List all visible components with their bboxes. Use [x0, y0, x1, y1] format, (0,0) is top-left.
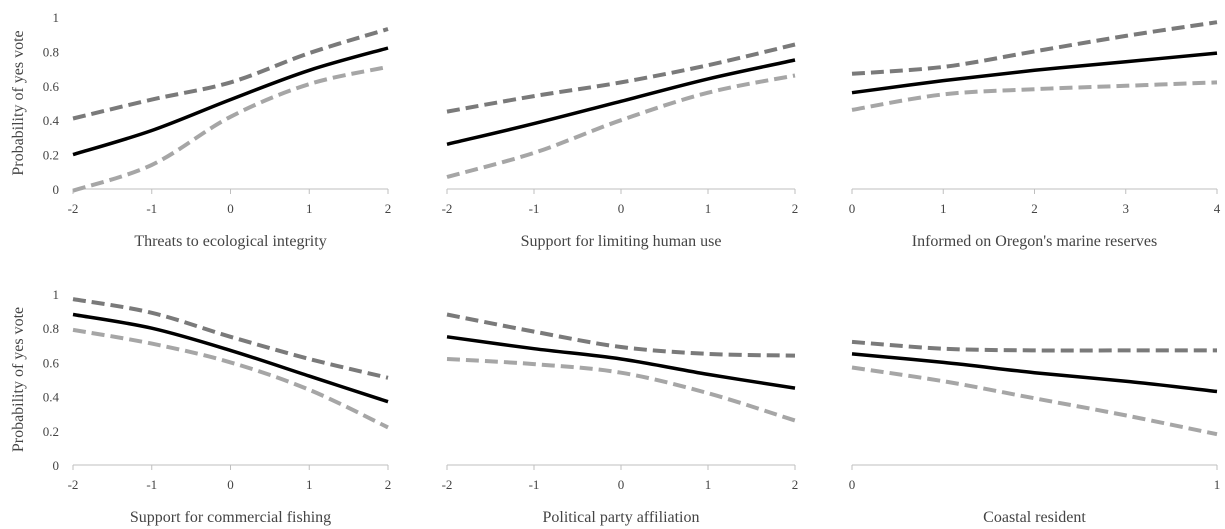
y-tick-label: 0.6 — [43, 355, 60, 370]
series-line-estimate — [851, 51, 1218, 95]
series-line-estimate — [851, 352, 1218, 394]
x-tick-label: -1 — [146, 201, 157, 216]
y-tick-label: 1 — [53, 10, 60, 25]
x-tick-label: 2 — [792, 477, 799, 492]
x-tick-label: 0 — [227, 201, 234, 216]
y-tick-label: 0 — [53, 458, 60, 473]
x-axis-title: Coastal resident — [983, 509, 1086, 526]
x-tick-label: 1 — [306, 201, 313, 216]
chart-panel-6: 0 1 Coastal resident — [849, 339, 1221, 526]
y-axis-title: Probability of yes vote — [10, 30, 27, 175]
series-line-upper — [446, 312, 796, 358]
x-axis-title: Threats to ecological integrity — [134, 233, 326, 250]
y-axis-title: Probability of yes vote — [10, 307, 27, 452]
series-line-estimate — [72, 46, 389, 157]
series-line-lower — [72, 64, 389, 193]
series-line-estimate — [446, 335, 796, 390]
x-tick-label: 2 — [385, 477, 392, 492]
chart-panel-2: -2 -1 0 1 2 Support for limiting human use — [442, 42, 799, 250]
x-tick-label: 3 — [1123, 201, 1130, 216]
y-tick-label: 0.4 — [43, 390, 60, 405]
series-line-upper — [72, 297, 389, 380]
series-line-upper — [851, 20, 1218, 76]
y-tick-label: 1 — [53, 287, 60, 302]
x-tick-label: 1 — [306, 477, 313, 492]
x-tick-label: 0 — [618, 201, 625, 216]
series-line-upper — [851, 339, 1217, 353]
series-line-estimate — [446, 58, 796, 147]
y-tick-label: 0.6 — [43, 79, 60, 94]
y-tick-label: 0.8 — [43, 321, 59, 336]
series-line-estimate — [72, 312, 389, 404]
x-tick-label: -2 — [442, 201, 453, 216]
x-tick-label: 2 — [1031, 201, 1038, 216]
x-tick-label: -2 — [68, 477, 79, 492]
y-tick-label: 0.2 — [43, 424, 59, 439]
y-tick-label: 0.4 — [43, 113, 60, 128]
y-tick-label: 0.2 — [43, 148, 59, 163]
x-tick-label: 2 — [792, 201, 799, 216]
x-tick-label: 0 — [618, 477, 625, 492]
chart-panel-3: 0 1 2 3 4 Informed on Oregon's marine reserve… — [849, 20, 1221, 250]
x-tick-label: 1 — [705, 201, 712, 216]
series-line-lower — [446, 73, 796, 179]
x-tick-label: 1 — [705, 477, 712, 492]
series-line-lower — [851, 365, 1218, 437]
x-tick-label: 1 — [1214, 477, 1221, 492]
chart-panel-4: -2 -1 0 1 2 0 0.2 0.4 0.6 0.8 1 Support for commerc… — [10, 287, 391, 526]
chart-panel-5: -2 -1 0 1 2 Political party affiliation — [442, 312, 799, 526]
series-line-lower — [446, 357, 796, 423]
x-tick-label: 0 — [849, 201, 856, 216]
series-line-lower — [72, 327, 389, 430]
x-axis-title: Informed on Oregon's marine reserves — [912, 233, 1157, 250]
x-tick-label: -1 — [529, 477, 540, 492]
x-tick-label: 0 — [227, 477, 234, 492]
series-line-upper — [446, 42, 796, 114]
x-tick-label: -1 — [529, 201, 540, 216]
x-tick-label: 2 — [385, 201, 392, 216]
series-line-upper — [72, 27, 389, 121]
x-tick-label: 0 — [849, 477, 856, 492]
x-tick-label: 4 — [1214, 201, 1221, 216]
x-axis-title: Support for limiting human use — [521, 233, 722, 250]
series-line-lower — [851, 80, 1218, 112]
x-tick-label: -2 — [68, 201, 79, 216]
x-tick-label: 1 — [940, 201, 947, 216]
x-tick-label: -2 — [442, 477, 453, 492]
x-axis-title: Support for commercial fishing — [130, 509, 331, 526]
x-tick-label: -1 — [146, 477, 157, 492]
chart-panel-1: -2 -1 0 1 2 0 0.2 0.4 0.6 0.8 1 Threats to ecologic… — [10, 10, 391, 250]
y-tick-label: 0 — [53, 182, 60, 197]
x-axis-title: Political party affiliation — [543, 509, 700, 526]
y-tick-label: 0.8 — [43, 44, 59, 59]
